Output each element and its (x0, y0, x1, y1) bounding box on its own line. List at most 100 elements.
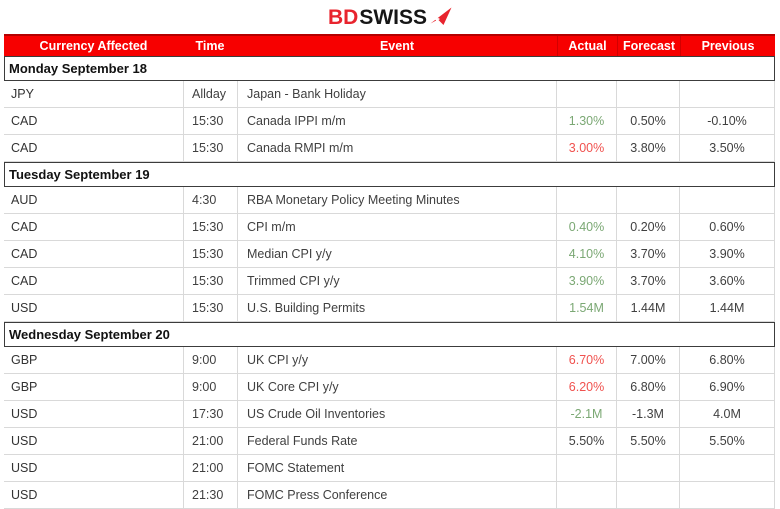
table-row: USD 21:00 Federal Funds Rate 5.50% 5.50% 5.50… (4, 428, 775, 455)
table-row: CAD 15:30 Canada IPPI m/m 1.30% 0.50% -0.10% (4, 108, 775, 135)
cell-previous: 6.90% (679, 374, 774, 400)
cell-previous: 3.60% (679, 268, 774, 294)
cell-time: 15:30 (183, 135, 237, 161)
cell-time: 15:30 (183, 214, 237, 240)
cell-event: U.S. Building Permits (237, 295, 556, 321)
cell-previous: 3.90% (679, 241, 774, 267)
cell-forecast: 7.00% (616, 347, 679, 373)
cell-forecast: 3.70% (616, 268, 679, 294)
cell-currency: USD (11, 461, 38, 475)
cell-forecast (616, 482, 679, 508)
cell-previous (679, 81, 774, 107)
cell-event: FOMC Statement (237, 455, 556, 481)
table-row: CAD 15:30 Trimmed CPI y/y 3.90% 3.70% 3.60% (4, 268, 775, 295)
cell-event: CPI m/m (237, 214, 556, 240)
table-row: AUD 4:30 RBA Monetary Policy Meeting Minut… (4, 187, 775, 214)
cell-actual (556, 482, 616, 508)
table-header-row: Currency Affected Time Event Actual Forecast… (4, 34, 775, 56)
cell-currency: USD (11, 434, 38, 448)
cell-actual: 0.40% (556, 214, 616, 240)
cell-event: RBA Monetary Policy Meeting Minutes (237, 187, 556, 213)
day-header-row: Wednesday September 20 (4, 322, 775, 347)
cell-forecast: -1.3M (616, 401, 679, 427)
cell-currency: CAD (11, 220, 38, 234)
cell-previous: 6.80% (679, 347, 774, 373)
cell-forecast: 0.20% (616, 214, 679, 240)
cell-event: Japan - Bank Holiday (237, 81, 556, 107)
logo-text-swiss: SWISS (359, 6, 428, 29)
cell-time: 9:00 (183, 347, 237, 373)
cell-time: 15:30 (183, 295, 237, 321)
calendar-table: Currency Affected Time Event Actual Forecast… (4, 34, 775, 509)
cell-previous: 0.60% (679, 214, 774, 240)
cell-previous (679, 482, 774, 508)
cell-time: 15:30 (183, 108, 237, 134)
header-previous: Previous (680, 36, 775, 56)
cell-actual: 1.54M (556, 295, 616, 321)
cell-previous: -0.10% (679, 108, 774, 134)
table-row: GBP 9:00 UK Core CPI y/y 6.20% 6.80% 6.90% (4, 374, 775, 401)
table-row: USD 15:30 U.S. Building Permits 1.54M 1.44M 1… (4, 295, 775, 322)
cell-currency: CAD (11, 247, 38, 261)
cell-currency: CAD (11, 141, 38, 155)
cell-actual: 6.70% (556, 347, 616, 373)
cell-currency: AUD (11, 193, 38, 207)
cell-actual (556, 187, 616, 213)
cell-time: 21:00 (183, 455, 237, 481)
header-forecast: Forecast (617, 36, 680, 56)
cell-currency: USD (11, 301, 38, 315)
cell-currency: CAD (11, 274, 38, 288)
cell-event: US Crude Oil Inventories (237, 401, 556, 427)
cell-actual: 1.30% (556, 108, 616, 134)
cell-currency: USD (11, 488, 38, 502)
bdswiss-logo: BD SWISS (328, 6, 452, 30)
cell-event: FOMC Press Conference (237, 482, 556, 508)
cell-currency: CAD (11, 114, 38, 128)
cell-event: Canada RMPI m/m (237, 135, 556, 161)
cell-forecast: 1.44M (616, 295, 679, 321)
day-header-row: Monday September 18 (4, 56, 775, 81)
header-actual: Actual (557, 36, 617, 56)
table-row: CAD 15:30 CPI m/m 0.40% 0.20% 0.60% (4, 214, 775, 241)
cell-previous: 1.44M (679, 295, 774, 321)
cell-previous: 3.50% (679, 135, 774, 161)
cell-actual: -2.1M (556, 401, 616, 427)
table-row: USD 21:00 FOMC Statement (4, 455, 775, 482)
cell-time: 15:30 (183, 268, 237, 294)
header-currency: Currency Affected (39, 39, 148, 53)
cell-time: 21:30 (183, 482, 237, 508)
day-header-row: Tuesday September 19 (4, 162, 775, 187)
cell-forecast: 6.80% (616, 374, 679, 400)
cell-forecast (616, 455, 679, 481)
cell-actual: 4.10% (556, 241, 616, 267)
cell-event: Median CPI y/y (237, 241, 556, 267)
logo-bar: BD SWISS (0, 0, 780, 34)
cell-actual (556, 455, 616, 481)
cell-currency: GBP (11, 353, 38, 367)
cell-forecast: 3.70% (616, 241, 679, 267)
cell-previous (679, 187, 774, 213)
cell-actual: 3.90% (556, 268, 616, 294)
bdswiss-arrow-icon (430, 7, 452, 25)
table-row: JPY Allday Japan - Bank Holiday (4, 81, 775, 108)
cell-currency: GBP (11, 380, 38, 394)
cell-actual: 5.50% (556, 428, 616, 454)
cell-time: 21:00 (183, 428, 237, 454)
cell-actual (556, 81, 616, 107)
table-row: CAD 15:30 Median CPI y/y 4.10% 3.70% 3.90% (4, 241, 775, 268)
cell-previous (679, 455, 774, 481)
cell-actual: 3.00% (556, 135, 616, 161)
table-row: USD 17:30 US Crude Oil Inventories -2.1M -1.… (4, 401, 775, 428)
cell-time: 4:30 (183, 187, 237, 213)
table-row: CAD 15:30 Canada RMPI m/m 3.00% 3.80% 3.50% (4, 135, 775, 162)
cell-forecast: 3.80% (616, 135, 679, 161)
cell-event: UK CPI y/y (237, 347, 556, 373)
cell-event: UK Core CPI y/y (237, 374, 556, 400)
cell-forecast: 5.50% (616, 428, 679, 454)
logo-text-bd: BD (327, 6, 359, 29)
cell-time: Allday (183, 81, 237, 107)
table-row: GBP 9:00 UK CPI y/y 6.70% 7.00% 6.80% (4, 347, 775, 374)
cell-event: Federal Funds Rate (237, 428, 556, 454)
cell-forecast (616, 81, 679, 107)
cell-actual: 6.20% (556, 374, 616, 400)
